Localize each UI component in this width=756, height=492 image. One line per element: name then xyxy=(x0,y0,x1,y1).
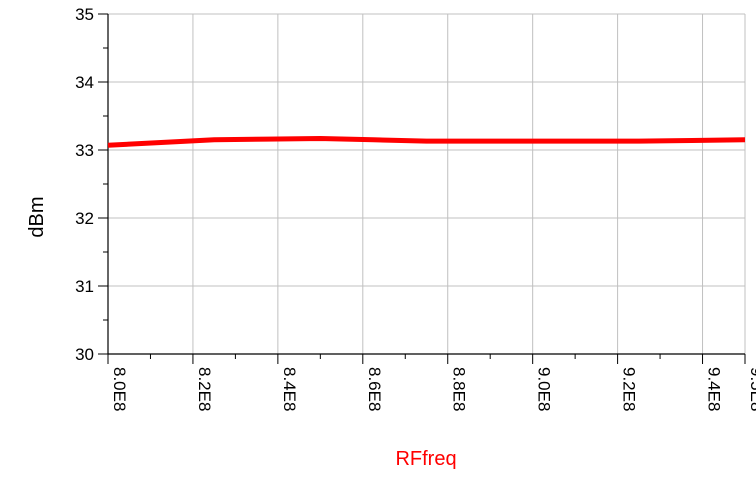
x-tick-label: 9.2E8 xyxy=(620,367,639,411)
x-tick-labels: 8.0E8 8.2E8 8.4E8 8.6E8 8.8E8 9.0E8 9.2E8 9.4E8… xyxy=(110,367,756,411)
y-tick-label: 34 xyxy=(75,73,94,92)
grid xyxy=(107,13,746,355)
x-tick-label: 8.2E8 xyxy=(195,367,214,411)
x-tick-label: 9.4E8 xyxy=(705,367,724,411)
x-tick-label: 8.4E8 xyxy=(280,367,299,411)
y-tick-labels: 30 31 32 33 34 35 xyxy=(75,5,94,364)
axes xyxy=(98,13,746,364)
y-tick-label: 30 xyxy=(75,345,94,364)
y-tick-label: 31 xyxy=(75,277,94,296)
x-tick-label: 8.6E8 xyxy=(365,367,384,411)
series-line xyxy=(107,135,746,148)
y-tick-label: 33 xyxy=(75,141,94,160)
x-tick-label: 8.0E8 xyxy=(110,367,129,411)
x-axis-title: RFfreq xyxy=(395,448,456,470)
x-tick-label: 8.8E8 xyxy=(450,367,469,411)
y-axis-title: dBm xyxy=(26,196,48,237)
y-tick-label: 35 xyxy=(75,5,94,24)
y-tick-label: 32 xyxy=(75,209,94,228)
x-tick-label: 9.0E8 xyxy=(535,367,554,411)
x-tick-label: 9.5E8 xyxy=(747,367,756,411)
series-layer xyxy=(107,135,746,148)
